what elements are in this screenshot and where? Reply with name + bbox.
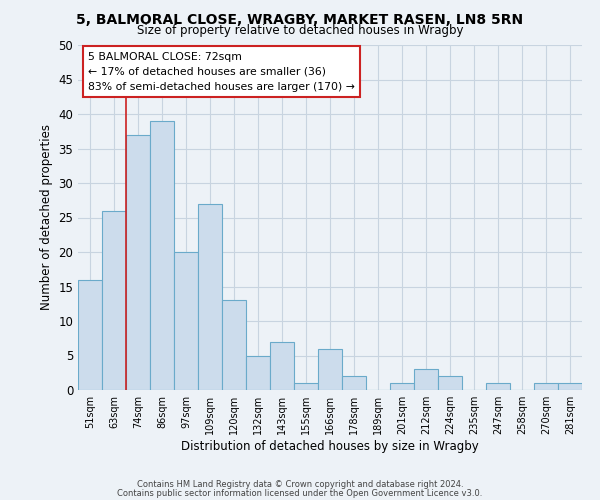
Bar [486,383,510,390]
Bar [534,383,558,390]
Bar [222,300,246,390]
Bar [270,342,294,390]
Bar [294,383,318,390]
Text: 5, BALMORAL CLOSE, WRAGBY, MARKET RASEN, LN8 5RN: 5, BALMORAL CLOSE, WRAGBY, MARKET RASEN,… [76,12,524,26]
Bar [342,376,366,390]
Text: Size of property relative to detached houses in Wragby: Size of property relative to detached ho… [137,24,463,37]
Bar [126,134,150,390]
Text: Contains public sector information licensed under the Open Government Licence v3: Contains public sector information licen… [118,488,482,498]
Bar [558,383,582,390]
Bar [438,376,462,390]
Title: 5, BALMORAL CLOSE, WRAGBY, MARKET RASEN, LN8 5RN
Size of property relative to de: 5, BALMORAL CLOSE, WRAGBY, MARKET RASEN,… [0,499,1,500]
Bar [102,210,126,390]
Bar [78,280,102,390]
Bar [174,252,198,390]
Bar [318,348,342,390]
Text: Contains HM Land Registry data © Crown copyright and database right 2024.: Contains HM Land Registry data © Crown c… [137,480,463,489]
X-axis label: Distribution of detached houses by size in Wragby: Distribution of detached houses by size … [181,440,479,453]
Bar [198,204,222,390]
Bar [414,370,438,390]
Text: 5 BALMORAL CLOSE: 72sqm
← 17% of detached houses are smaller (36)
83% of semi-de: 5 BALMORAL CLOSE: 72sqm ← 17% of detache… [88,52,355,92]
Bar [150,121,174,390]
Y-axis label: Number of detached properties: Number of detached properties [40,124,53,310]
Bar [246,356,270,390]
Bar [390,383,414,390]
